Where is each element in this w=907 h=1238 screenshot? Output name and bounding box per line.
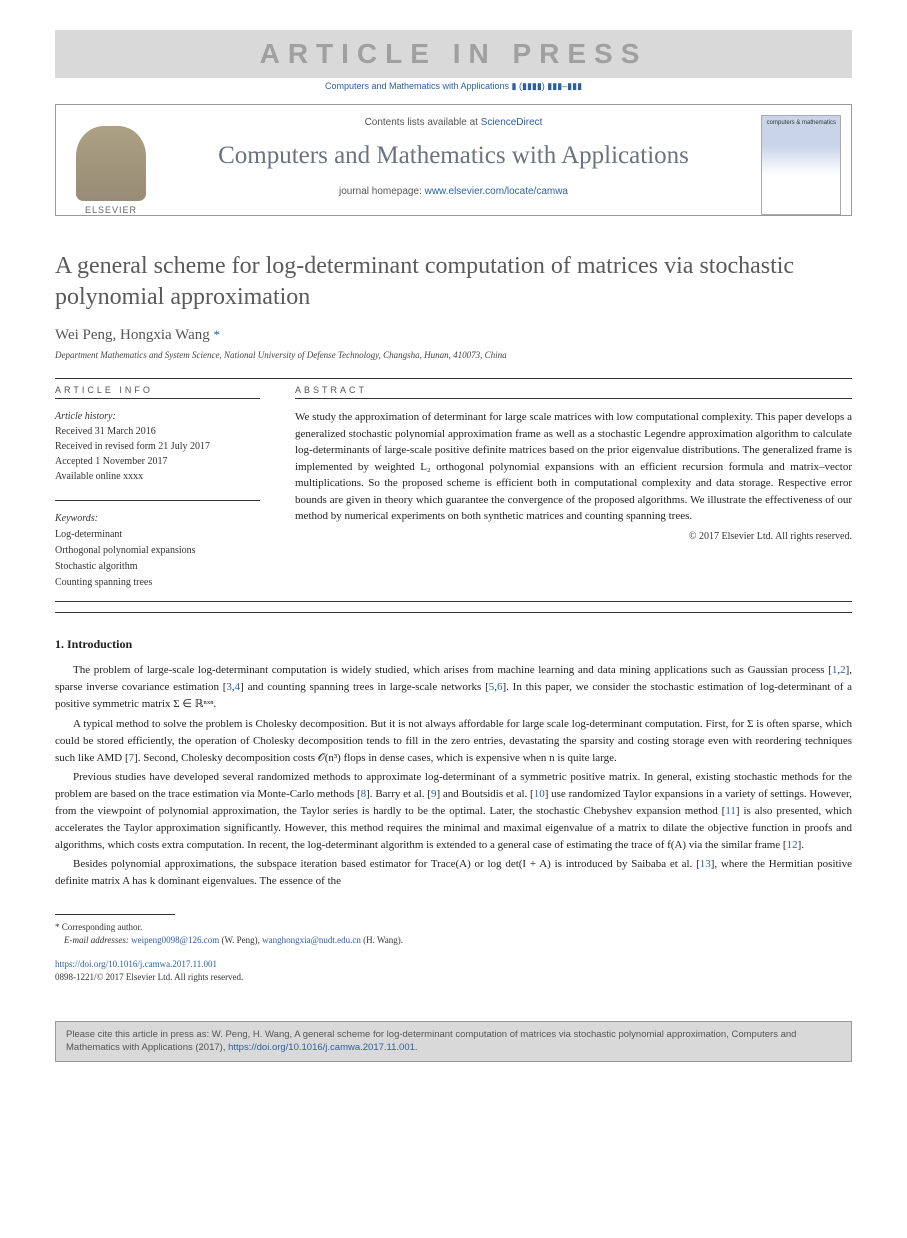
abstract-text: We study the approximation of determinan…	[295, 409, 852, 525]
email-name: (H. Wang).	[361, 935, 403, 945]
divider	[55, 612, 852, 613]
text-run: Besides polynomial approximations, the s…	[73, 858, 700, 870]
journal-cover-thumbnail: computers & mathematics	[761, 115, 841, 215]
citation-link[interactable]: 5	[489, 681, 495, 693]
citation-link[interactable]: 13	[700, 858, 711, 870]
article-info-label: ARTICLE INFO	[55, 385, 260, 395]
cover-thumb-text: computers & mathematics	[762, 116, 840, 130]
article-title: A general scheme for log-determinant com…	[55, 251, 852, 313]
keywords-block: Keywords: Log-determinant Orthogonal pol…	[55, 511, 260, 591]
affiliation: Department Mathematics and System Scienc…	[55, 350, 852, 360]
text-run: ].	[798, 839, 804, 851]
doi-link[interactable]: https://doi.org/10.1016/j.camwa.2017.11.…	[55, 958, 852, 971]
email-name: (W. Peng),	[219, 935, 262, 945]
paragraph: Previous studies have developed several …	[55, 769, 852, 854]
article-info-column: ARTICLE INFO Article history: Received 3…	[55, 385, 260, 591]
corresponding-author-note: * Corresponding author.	[55, 921, 852, 935]
contents-available-line: Contents lists available at ScienceDirec…	[176, 117, 731, 128]
footnote-separator	[55, 914, 175, 915]
section-heading-introduction: 1. Introduction	[55, 637, 852, 652]
text-run: ]. Barry et al. [	[366, 788, 431, 800]
keywords-label: Keywords:	[55, 511, 260, 527]
history-label: Article history:	[55, 409, 260, 424]
article-in-press-banner: ARTICLE IN PRESS	[55, 30, 852, 78]
citation-doi-link[interactable]: https://doi.org/10.1016/j.camwa.2017.11.…	[228, 1042, 415, 1053]
footnote-block: * Corresponding author. E-mail addresses…	[55, 921, 852, 948]
elsevier-logo: ELSEVIER	[66, 115, 156, 215]
author-names: Wei Peng, Hongxia Wang	[55, 327, 210, 343]
citation-text: Please cite this article in press as: W.…	[66, 1029, 796, 1053]
journal-reference-line: Computers and Mathematics with Applicati…	[55, 81, 852, 92]
paragraph: The problem of large-scale log-determina…	[55, 662, 852, 713]
paragraph: A typical method to solve the problem is…	[55, 716, 852, 767]
paragraph: Besides polynomial approximations, the s…	[55, 856, 852, 890]
citation-link[interactable]: 3	[226, 681, 232, 693]
abstract-column: ABSTRACT We study the approximation of d…	[295, 385, 852, 591]
sciencedirect-link[interactable]: ScienceDirect	[481, 117, 543, 128]
homepage-link[interactable]: www.elsevier.com/locate/camwa	[425, 186, 568, 197]
issn-copyright-line: 0898-1221/© 2017 Elsevier Ltd. All right…	[55, 971, 852, 984]
abstract-copyright: © 2017 Elsevier Ltd. All rights reserved…	[295, 531, 852, 542]
journal-header-box: ELSEVIER computers & mathematics Content…	[55, 104, 852, 216]
citation-link[interactable]: 12	[787, 839, 798, 851]
elsevier-tree-icon	[76, 126, 146, 201]
received-date: Received 31 March 2016	[55, 424, 260, 439]
article-history-block: Article history: Received 31 March 2016 …	[55, 409, 260, 484]
keyword: Orthogonal polynomial expansions	[55, 543, 260, 559]
divider	[295, 398, 852, 399]
online-date: Available online xxxx	[55, 469, 260, 484]
authors-line: Wei Peng, Hongxia Wang *	[55, 327, 852, 344]
divider	[55, 378, 852, 379]
divider	[55, 398, 260, 399]
elsevier-label: ELSEVIER	[85, 205, 137, 215]
journal-homepage-line: journal homepage: www.elsevier.com/locat…	[176, 186, 731, 197]
citation-box: Please cite this article in press as: W.…	[55, 1021, 852, 1062]
doi-block: https://doi.org/10.1016/j.camwa.2017.11.…	[55, 958, 852, 983]
revised-date: Received in revised form 21 July 2017	[55, 439, 260, 454]
citation-link[interactable]: 1	[832, 664, 838, 676]
citation-link[interactable]: 11	[725, 805, 736, 817]
text-run: ] and counting spanning trees in large-s…	[240, 681, 489, 693]
keyword: Stochastic algorithm	[55, 559, 260, 575]
email-addresses-line: E-mail addresses: weipeng0098@126.com (W…	[55, 934, 852, 948]
divider	[55, 500, 260, 501]
text-run: ]. Second, Cholesky decomposition costs …	[134, 752, 617, 764]
abstract-label: ABSTRACT	[295, 385, 852, 395]
keyword: Counting spanning trees	[55, 575, 260, 591]
keyword: Log-determinant	[55, 527, 260, 543]
accepted-date: Accepted 1 November 2017	[55, 454, 260, 469]
corresponding-author-mark: *	[214, 327, 221, 342]
journal-title: Computers and Mathematics with Applicati…	[176, 142, 731, 170]
contents-prefix: Contents lists available at	[365, 117, 481, 128]
divider	[55, 601, 852, 602]
text-run: The problem of large-scale log-determina…	[73, 664, 832, 676]
email-label: E-mail addresses:	[64, 935, 129, 945]
body-text: The problem of large-scale log-determina…	[55, 662, 852, 890]
author-email-link[interactable]: weipeng0098@126.com	[131, 935, 219, 945]
homepage-prefix: journal homepage:	[339, 186, 425, 197]
citation-link[interactable]: 10	[534, 788, 545, 800]
text-run: ] and Boutsidis et al. [	[436, 788, 533, 800]
author-email-link[interactable]: wanghongxia@nudt.edu.cn	[262, 935, 361, 945]
citation-suffix: .	[415, 1042, 418, 1053]
